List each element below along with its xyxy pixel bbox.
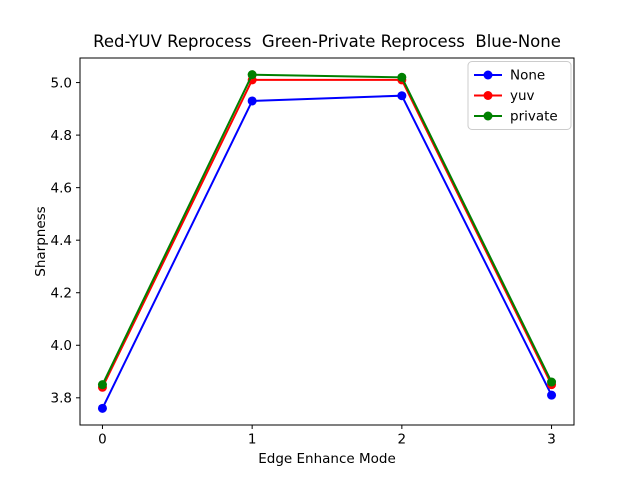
y-tick-label: 4.0 — [51, 338, 72, 354]
data-point-marker — [547, 377, 557, 387]
data-point-marker — [97, 380, 107, 390]
y-tick-label: 4.6 — [51, 180, 72, 196]
legend-label: private — [510, 109, 558, 125]
data-point-marker — [397, 91, 407, 101]
chart-title: Red-YUV Reprocess Green-Private Reproces… — [93, 32, 561, 51]
data-point-marker — [247, 70, 257, 80]
legend-label: None — [510, 68, 545, 84]
y-tick-label: 5.0 — [51, 75, 72, 91]
y-tick-label: 4.2 — [51, 285, 72, 301]
y-axis-label: Sharpness — [33, 206, 49, 276]
x-tick-label: 3 — [547, 432, 556, 448]
legend-entry-private: private — [474, 109, 558, 125]
series-private — [97, 70, 557, 390]
series-None — [97, 91, 557, 413]
data-point-marker — [547, 390, 557, 400]
legend-marker — [483, 111, 493, 121]
x-tick-label: 1 — [248, 432, 257, 448]
y-axis: 3.8 4.0 4.2 4.4 4.6 4.8 5.0 — [51, 75, 80, 407]
legend-label: yuv — [510, 88, 535, 104]
legend-box — [467, 61, 572, 130]
y-tick-label: 4.8 — [51, 128, 72, 144]
legend: None yuv private — [467, 61, 572, 130]
y-tick-label: 3.8 — [51, 391, 72, 407]
legend-entry-yuv: yuv — [474, 88, 535, 104]
y-tick-label: 4.4 — [51, 233, 72, 249]
data-point-marker — [397, 72, 407, 82]
data-point-marker — [97, 403, 107, 413]
legend-marker — [483, 70, 493, 80]
x-tick-label: 2 — [398, 432, 407, 448]
data-point-marker — [247, 96, 257, 106]
series-line — [101, 94, 553, 409]
legend-marker — [483, 91, 493, 100]
x-axis: 0 1 2 3 — [98, 425, 556, 448]
legend-entry-None: None — [474, 68, 545, 84]
series-line — [101, 73, 553, 386]
series-line — [101, 78, 553, 388]
x-tick-label: 0 — [98, 432, 107, 448]
x-axis-label: Edge Enhance Mode — [258, 451, 396, 467]
